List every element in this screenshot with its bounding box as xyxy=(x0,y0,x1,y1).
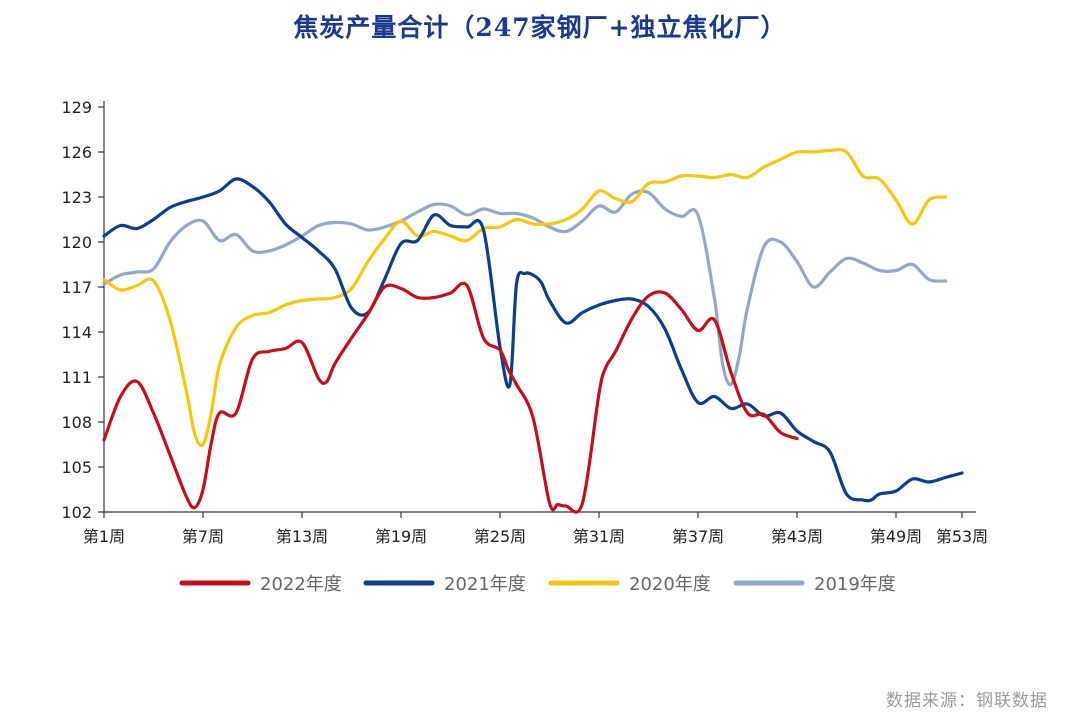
legend-label: 2022年度 xyxy=(260,574,342,595)
x-tick-label: 第53周 xyxy=(936,527,988,546)
series-line-2020年度 xyxy=(102,148,948,448)
x-tick-label: 第1周 xyxy=(83,527,125,546)
chart-title: 焦炭产量合计（247家钢厂+独立焦化厂） xyxy=(293,13,787,42)
legend-label: 2019年度 xyxy=(814,574,896,595)
x-tick-label: 第13周 xyxy=(276,527,328,546)
y-tick-label: 111 xyxy=(61,368,92,387)
x-tick-label: 第19周 xyxy=(375,527,427,546)
x-tick-label: 第31周 xyxy=(573,527,625,546)
legend: 2022年度 2021年度 2020年度 2019年度 xyxy=(179,574,896,595)
series-lines xyxy=(102,148,964,514)
legend-label: 2021年度 xyxy=(444,574,526,595)
y-tick-label: 102 xyxy=(61,503,92,522)
y-tick-label: 114 xyxy=(61,323,92,342)
series-line-2021年度 xyxy=(102,177,964,503)
x-tick-label: 第43周 xyxy=(771,527,823,546)
y-tick-label: 123 xyxy=(61,188,92,207)
y-tick-label: 105 xyxy=(61,458,92,477)
y-tick-label: 120 xyxy=(61,233,92,252)
legend-label: 2020年度 xyxy=(629,574,711,595)
y-tick-label: 129 xyxy=(61,98,92,117)
data-source: 数据来源：钢联数据 xyxy=(886,691,1048,711)
x-tick-label: 第49周 xyxy=(870,527,922,546)
series-line-2022年度 xyxy=(102,281,799,514)
y-tick-label: 117 xyxy=(61,278,92,297)
y-tick-label: 108 xyxy=(61,413,92,432)
x-tick-label: 第7周 xyxy=(182,527,224,546)
x-tick-label: 第25周 xyxy=(474,527,526,546)
y-tick-label: 126 xyxy=(61,143,92,162)
x-tick-label: 第37周 xyxy=(672,527,724,546)
axes: 102 105 108 111 114 117 120 123 126 129 第1周 第7周 第13周… xyxy=(61,98,988,546)
